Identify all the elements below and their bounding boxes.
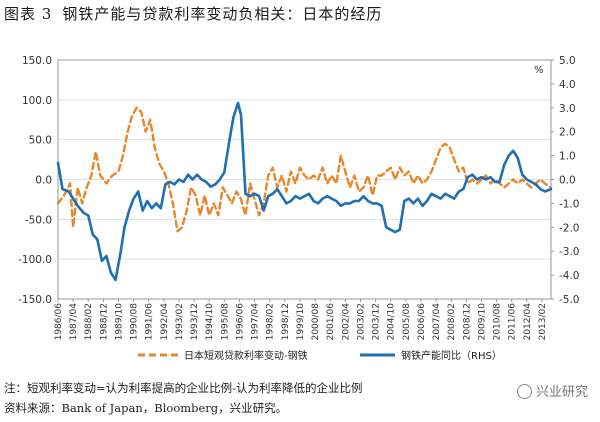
x-tick-label: 1992/04 (160, 303, 170, 341)
footnote: 注：短观利率变动=认为利率提高的企业比例-认为利率降低的企业比例 (4, 381, 363, 395)
x-tick-label: 1999/10 (296, 303, 306, 341)
x-tick-label: 2013/02 (538, 303, 548, 340)
x-axis-ticks: 1986/06 1987/04 1988/02 1988/12 1989/10 1990/… (54, 299, 548, 340)
x-tick-label: 1990/08 (130, 303, 140, 341)
series-lines (56, 101, 553, 282)
x-tick-label: 2003/02 (356, 303, 366, 340)
x-tick-label: 1995/08 (220, 303, 230, 341)
x-tick-label: 2012/04 (523, 303, 533, 341)
x-tick-label: 2008/12 (462, 303, 472, 340)
chart: 150.0 100.0 50.0 0.0 -50.0 -100.0 -150.0 5.0 4.… (18, 55, 580, 362)
left-tick-label: 150.0 (22, 55, 52, 67)
right-axis-ticks: 5.0 4.0 3.0 2.0 1.0 0.0 -1.0 -2.0 -3.0 -4.0 -5.0 (551, 55, 580, 306)
right-axis-unit: % (534, 65, 544, 76)
x-tick-label: 1993/12 (190, 303, 200, 340)
left-tick-label: 100.0 (22, 95, 52, 107)
x-tick-label: 1993/02 (175, 303, 185, 340)
x-tick-label: 1989/10 (114, 303, 124, 341)
right-tick-label: -5.0 (559, 294, 580, 306)
right-tick-label: -2.0 (559, 222, 580, 234)
figure-title-text: 钢铁产能与贷款利率变动负相关：日本的经历 (62, 5, 383, 23)
x-tick-label: 1991/06 (145, 303, 155, 341)
x-tick-label: 2011/06 (508, 303, 518, 341)
x-tick-label: 1996/06 (235, 303, 245, 341)
x-tick-label: 2009/10 (477, 303, 487, 341)
x-tick-label: 1998/12 (281, 303, 291, 340)
watermark-text: 兴业研究 (535, 385, 588, 400)
left-tick-label: -150.0 (18, 294, 52, 306)
watermark: 兴业研究 (516, 381, 588, 400)
x-tick-label: 1987/04 (69, 303, 79, 341)
x-tick-label: 2002/04 (341, 303, 351, 341)
left-axis-ticks: 150.0 100.0 50.0 0.0 -50.0 -100.0 -150.0 (18, 55, 52, 306)
right-tick-label: 5.0 (559, 55, 576, 67)
left-tick-label: -50.0 (25, 214, 52, 226)
right-tick-label: 3.0 (559, 103, 576, 115)
x-tick-label: 1988/12 (99, 303, 109, 340)
x-tick-label: 2004/10 (387, 303, 397, 341)
right-tick-label: -3.0 (559, 246, 580, 258)
left-tick-label: 0.0 (35, 175, 52, 187)
series-line-rate-change (56, 106, 553, 233)
source-note: 资料来源：Bank of Japan，Bloomberg，兴业研究。 (4, 401, 288, 415)
x-tick-label: 2007/04 (432, 303, 442, 341)
x-tick-label: 1998/02 (266, 303, 276, 340)
x-tick-label: 2001/06 (326, 303, 336, 341)
x-tick-label: 2003/12 (372, 303, 382, 340)
x-tick-label: 2008/02 (447, 303, 457, 340)
figure-label: 图表 3 (4, 5, 53, 23)
gridlines (58, 99, 551, 260)
right-tick-label: 0.0 (559, 175, 576, 187)
legend-label-capacity: 钢铁产能同比（RHS） (401, 349, 502, 362)
legend-label-rate: 日本短观贷款利率变动-钢铁 (184, 349, 308, 362)
x-tick-label: 1994/10 (205, 303, 215, 341)
right-tick-label: -1.0 (559, 198, 580, 210)
x-tick-label: 2006/06 (417, 303, 427, 341)
right-tick-label: 4.0 (559, 79, 576, 91)
series-line-capacity (56, 101, 553, 282)
left-tick-label: -100.0 (18, 254, 52, 266)
legend: 日本短观贷款利率变动-钢铁 钢铁产能同比（RHS） (138, 349, 502, 362)
x-tick-label: 1997/04 (251, 303, 261, 341)
x-tick-label: 1986/06 (54, 303, 64, 341)
x-tick-label: 2000/08 (311, 303, 321, 341)
right-tick-label: 2.0 (559, 127, 576, 139)
right-tick-label: -4.0 (559, 270, 580, 282)
x-tick-label: 2005/08 (402, 303, 412, 341)
x-tick-label: 1988/02 (84, 303, 94, 340)
x-tick-label: 2010/08 (493, 303, 503, 341)
figure-title: 图表 3 钢铁产能与贷款利率变动负相关：日本的经历 (4, 3, 596, 25)
right-tick-label: 1.0 (559, 151, 576, 163)
left-tick-label: 50.0 (29, 135, 52, 147)
wechat-icon (516, 384, 532, 399)
